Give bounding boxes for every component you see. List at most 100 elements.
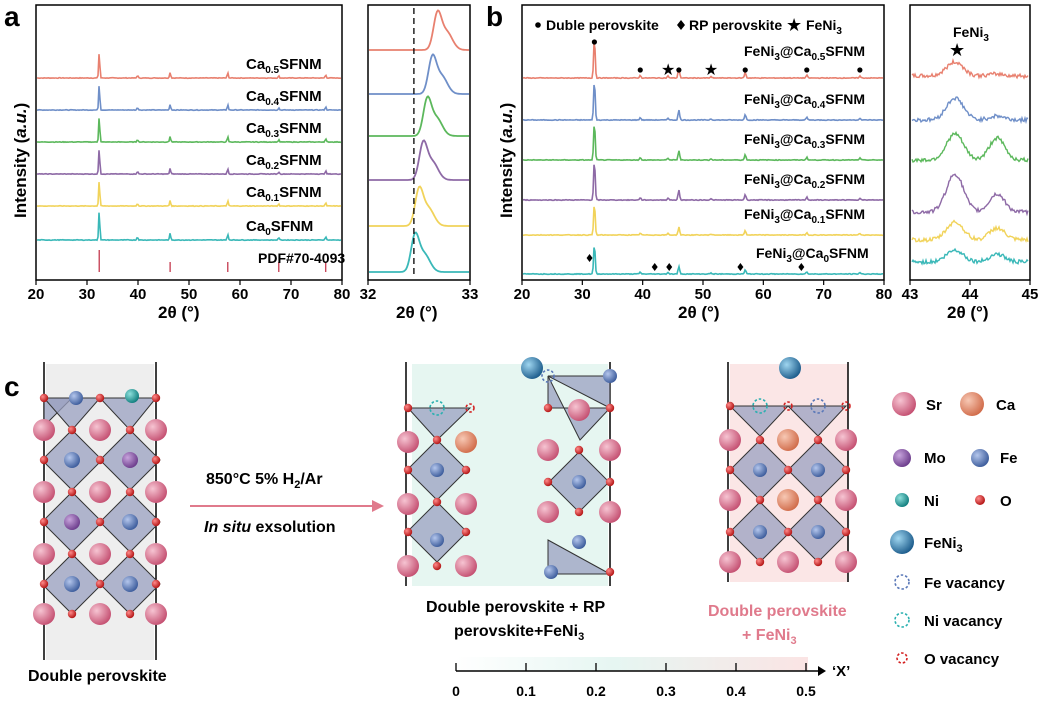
panel-a-series-1 xyxy=(37,86,342,112)
panel-b-inset-star: ★ xyxy=(949,40,965,60)
panel-a-series-label-0: Ca0.5SFNM xyxy=(246,56,322,76)
panel-b-series-label-3: FeNi3@Ca0.2SFNM xyxy=(744,171,865,191)
mid-rp-sr-atom xyxy=(537,439,559,461)
left-o-atom xyxy=(151,517,161,527)
left-o-atom xyxy=(67,609,77,619)
panel-a-xticks: 20 30 40 50 60 70 80 xyxy=(28,280,351,303)
panel-b-xtick-label-0: 20 xyxy=(514,286,531,303)
mid-octa-top xyxy=(406,407,472,441)
left-b-site-atom xyxy=(64,576,80,592)
right-octa-top xyxy=(786,405,848,437)
mid-rp-fe-atom xyxy=(544,565,558,579)
legend-o-swatch xyxy=(975,495,985,505)
right-o-atom xyxy=(755,557,765,567)
panel-b-inset-xtick-label-0: 43 xyxy=(902,286,919,303)
panel-a-series-3 xyxy=(36,150,342,176)
x-scale-label: ‘X’ xyxy=(832,663,850,680)
mid-o-atom xyxy=(432,561,442,571)
panel-a-series-label-1: Ca0.4SFNM xyxy=(246,88,322,108)
legend-double-label: Duble perovskite xyxy=(546,17,659,33)
x-scale-tick-label-5: 0.5 xyxy=(796,683,816,699)
mid-fe-atom xyxy=(430,463,444,477)
right-o-atom xyxy=(755,435,765,445)
right-o-atom xyxy=(813,557,823,567)
panel-a-inset-xtick-label-0: 32 xyxy=(360,286,377,303)
mid-o-atom xyxy=(403,465,413,475)
legend-rp-label: RP perovskite xyxy=(689,17,782,33)
right-sr-atom xyxy=(719,489,741,511)
panel-a-inset-series-0 xyxy=(369,9,469,51)
right-o-atom xyxy=(783,465,793,475)
structure-perovskite-feni3 xyxy=(719,357,857,582)
panel-b-series-label-0: FeNi3@Ca0.5SFNM xyxy=(744,43,865,63)
mid-rp-fe-atom xyxy=(572,535,586,549)
right-o-atom xyxy=(725,527,735,537)
left-o-atom xyxy=(39,517,49,527)
right-o-atom xyxy=(813,435,823,445)
panel-label-c: c xyxy=(4,371,20,402)
x-scale-ticks: 0 0.1 0.2 0.3 0.4 0.5 xyxy=(452,663,816,699)
mid-rp-fe-atom xyxy=(603,369,617,383)
legend-double-marker xyxy=(535,22,541,28)
left-sr-atom xyxy=(33,603,55,625)
left-o-atom xyxy=(39,393,49,403)
mid-rp-fe-atom xyxy=(572,475,586,489)
panel-a-series-label-3: Ca0.2SFNM xyxy=(246,152,322,172)
right-o-atom xyxy=(725,465,735,475)
mid-o-atom xyxy=(403,403,413,413)
panel-b-inset-series-3 xyxy=(911,173,1029,217)
panel-b-top-marker-0 xyxy=(591,39,598,45)
left-b-site-atom xyxy=(122,452,138,468)
panel-label-a: a xyxy=(4,1,20,32)
right-fe-atom xyxy=(811,463,825,477)
panel-a-xtick-label-6: 80 xyxy=(334,286,351,303)
panel-b-series-5 xyxy=(522,247,883,276)
panel-b-peak-markers: ★ ★ xyxy=(586,39,863,271)
panel-b-inset-series-4 xyxy=(911,219,1029,243)
left-caption: Double perovskite xyxy=(28,668,167,685)
legend-feni3-label: FeNi3 xyxy=(806,17,842,37)
mid-rp-sr-atom xyxy=(599,501,621,523)
left-o-atom xyxy=(95,393,105,403)
panel-b-xtick-label-5: 70 xyxy=(815,286,832,303)
panel-a-series-label-2: Ca0.3SFNM xyxy=(246,120,322,140)
panel-a-xtick-label-1: 30 xyxy=(79,286,96,303)
left-o-atom xyxy=(95,455,105,465)
legend-fe-swatch xyxy=(971,449,989,467)
right-ca-atom xyxy=(777,429,799,451)
left-o-atom xyxy=(125,487,135,497)
panel-a-series-group: Ca0.5SFNM Ca0.4SFNM Ca0.3SFNM Ca0.2SFNM Ca0.… xyxy=(36,54,345,272)
panel-a-series-label-5: Ca0SFNM xyxy=(246,218,313,238)
panel-a-inset-xlabel: 2θ (°) xyxy=(396,303,438,322)
left-o-atom xyxy=(151,455,161,465)
mid-o-atom xyxy=(461,527,471,537)
left-o-atom xyxy=(95,517,105,527)
right-o-atom xyxy=(813,495,823,505)
panel-b-xlabel: 2θ (°) xyxy=(678,303,720,322)
left-o-atom xyxy=(95,579,105,589)
legend-feni3-swatch xyxy=(890,530,914,554)
legend-fe-label: Fe xyxy=(1000,450,1018,467)
legend-fe-vacancy-label: Fe vacancy xyxy=(924,575,1006,592)
panel-a-inset-series-2 xyxy=(369,95,469,137)
right-fe-atom xyxy=(811,525,825,539)
legend-ni-label: Ni xyxy=(924,493,939,510)
right-sr-atom xyxy=(835,429,857,451)
legend-mo-swatch xyxy=(893,449,911,467)
mid-rp-o-atom xyxy=(543,403,553,413)
mid-o-atom xyxy=(432,435,442,445)
left-o-atom xyxy=(151,579,161,589)
mid-ni-vacancy xyxy=(429,400,445,416)
left-sr-atom xyxy=(145,603,167,625)
right-o-atom xyxy=(755,495,765,505)
panel-a-inset-xtick-label-1: 33 xyxy=(462,286,479,303)
right-fe-atom xyxy=(753,525,767,539)
panel-b-top-marker-1 xyxy=(637,67,643,73)
mid-caption-line2: perovskite+FeNi3 xyxy=(454,623,584,643)
mid-o-atom xyxy=(461,465,471,475)
mid-rp-o-atom xyxy=(543,477,553,487)
mid-rp-o-atom xyxy=(574,445,584,455)
legend-ni-vacancy-label: Ni vacancy xyxy=(924,613,1003,630)
panel-b-inset-series-1 xyxy=(911,96,1029,125)
